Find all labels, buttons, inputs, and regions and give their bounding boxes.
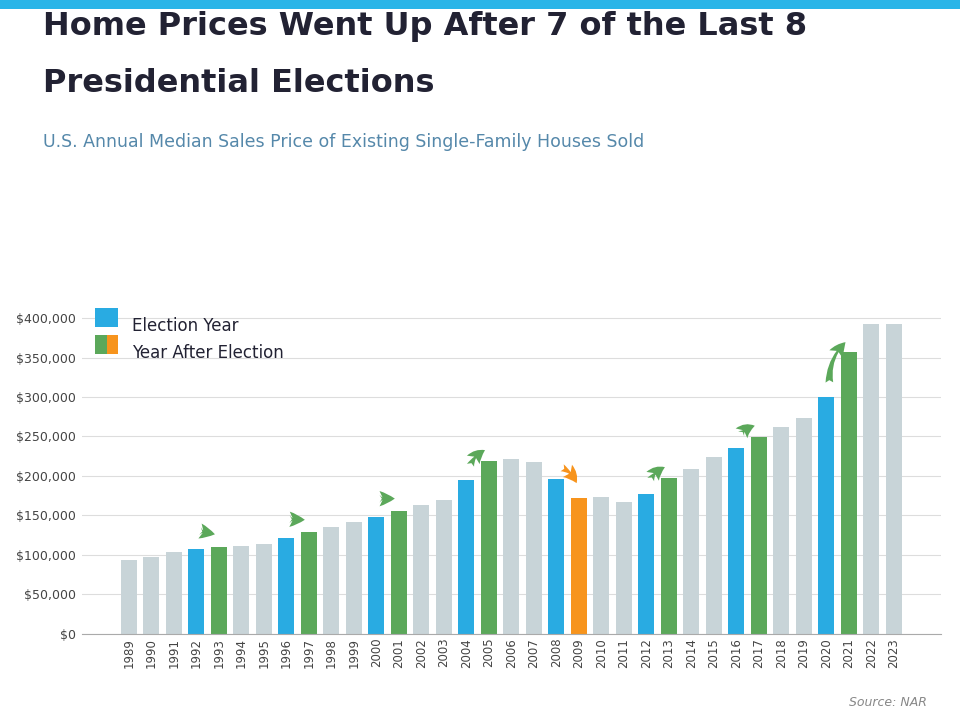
Bar <box>593 498 610 634</box>
Bar <box>818 397 834 634</box>
Bar <box>458 480 474 634</box>
Bar <box>684 469 699 634</box>
Bar <box>481 461 497 634</box>
Bar <box>570 498 587 634</box>
Bar <box>188 549 204 634</box>
Bar <box>728 448 744 634</box>
Bar <box>503 459 519 634</box>
Bar <box>706 457 722 634</box>
Bar <box>660 478 677 634</box>
Bar <box>413 505 429 634</box>
Bar <box>751 437 767 634</box>
Bar <box>368 517 384 634</box>
Bar <box>436 500 452 634</box>
Bar <box>300 532 317 634</box>
Bar <box>255 544 272 634</box>
Bar <box>324 527 339 634</box>
Bar <box>548 479 564 634</box>
Bar <box>346 523 362 634</box>
Text: Home Prices Went Up After 7 of the Last 8: Home Prices Went Up After 7 of the Last … <box>43 11 807 42</box>
Bar <box>615 503 632 634</box>
Text: Source: NAR: Source: NAR <box>849 696 926 709</box>
Bar <box>638 494 655 634</box>
Bar <box>391 510 407 634</box>
Bar <box>166 552 181 634</box>
Bar <box>143 557 159 634</box>
Bar <box>796 418 812 634</box>
Bar <box>841 352 856 634</box>
Bar <box>773 428 789 634</box>
Bar <box>525 462 541 634</box>
Bar <box>885 324 901 634</box>
Bar <box>233 546 250 634</box>
Legend: Election Year, Year After Election: Election Year, Year After Election <box>90 311 288 368</box>
Bar <box>278 538 295 634</box>
Bar <box>863 325 879 634</box>
Bar <box>210 547 227 634</box>
Text: U.S. Annual Median Sales Price of Existing Single-Family Houses Sold: U.S. Annual Median Sales Price of Existi… <box>43 133 644 151</box>
Bar <box>121 560 137 634</box>
Text: Presidential Elections: Presidential Elections <box>43 68 435 99</box>
